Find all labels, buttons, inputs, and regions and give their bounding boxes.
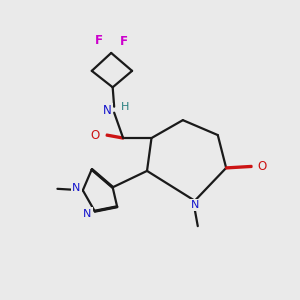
- Text: O: O: [91, 129, 100, 142]
- Text: N: N: [83, 208, 92, 219]
- Text: N: N: [103, 104, 112, 117]
- Text: F: F: [120, 35, 128, 48]
- Text: O: O: [257, 160, 267, 173]
- Text: N: N: [190, 200, 199, 210]
- Text: H: H: [120, 102, 129, 112]
- Text: N: N: [72, 183, 80, 193]
- Text: F: F: [94, 34, 103, 47]
